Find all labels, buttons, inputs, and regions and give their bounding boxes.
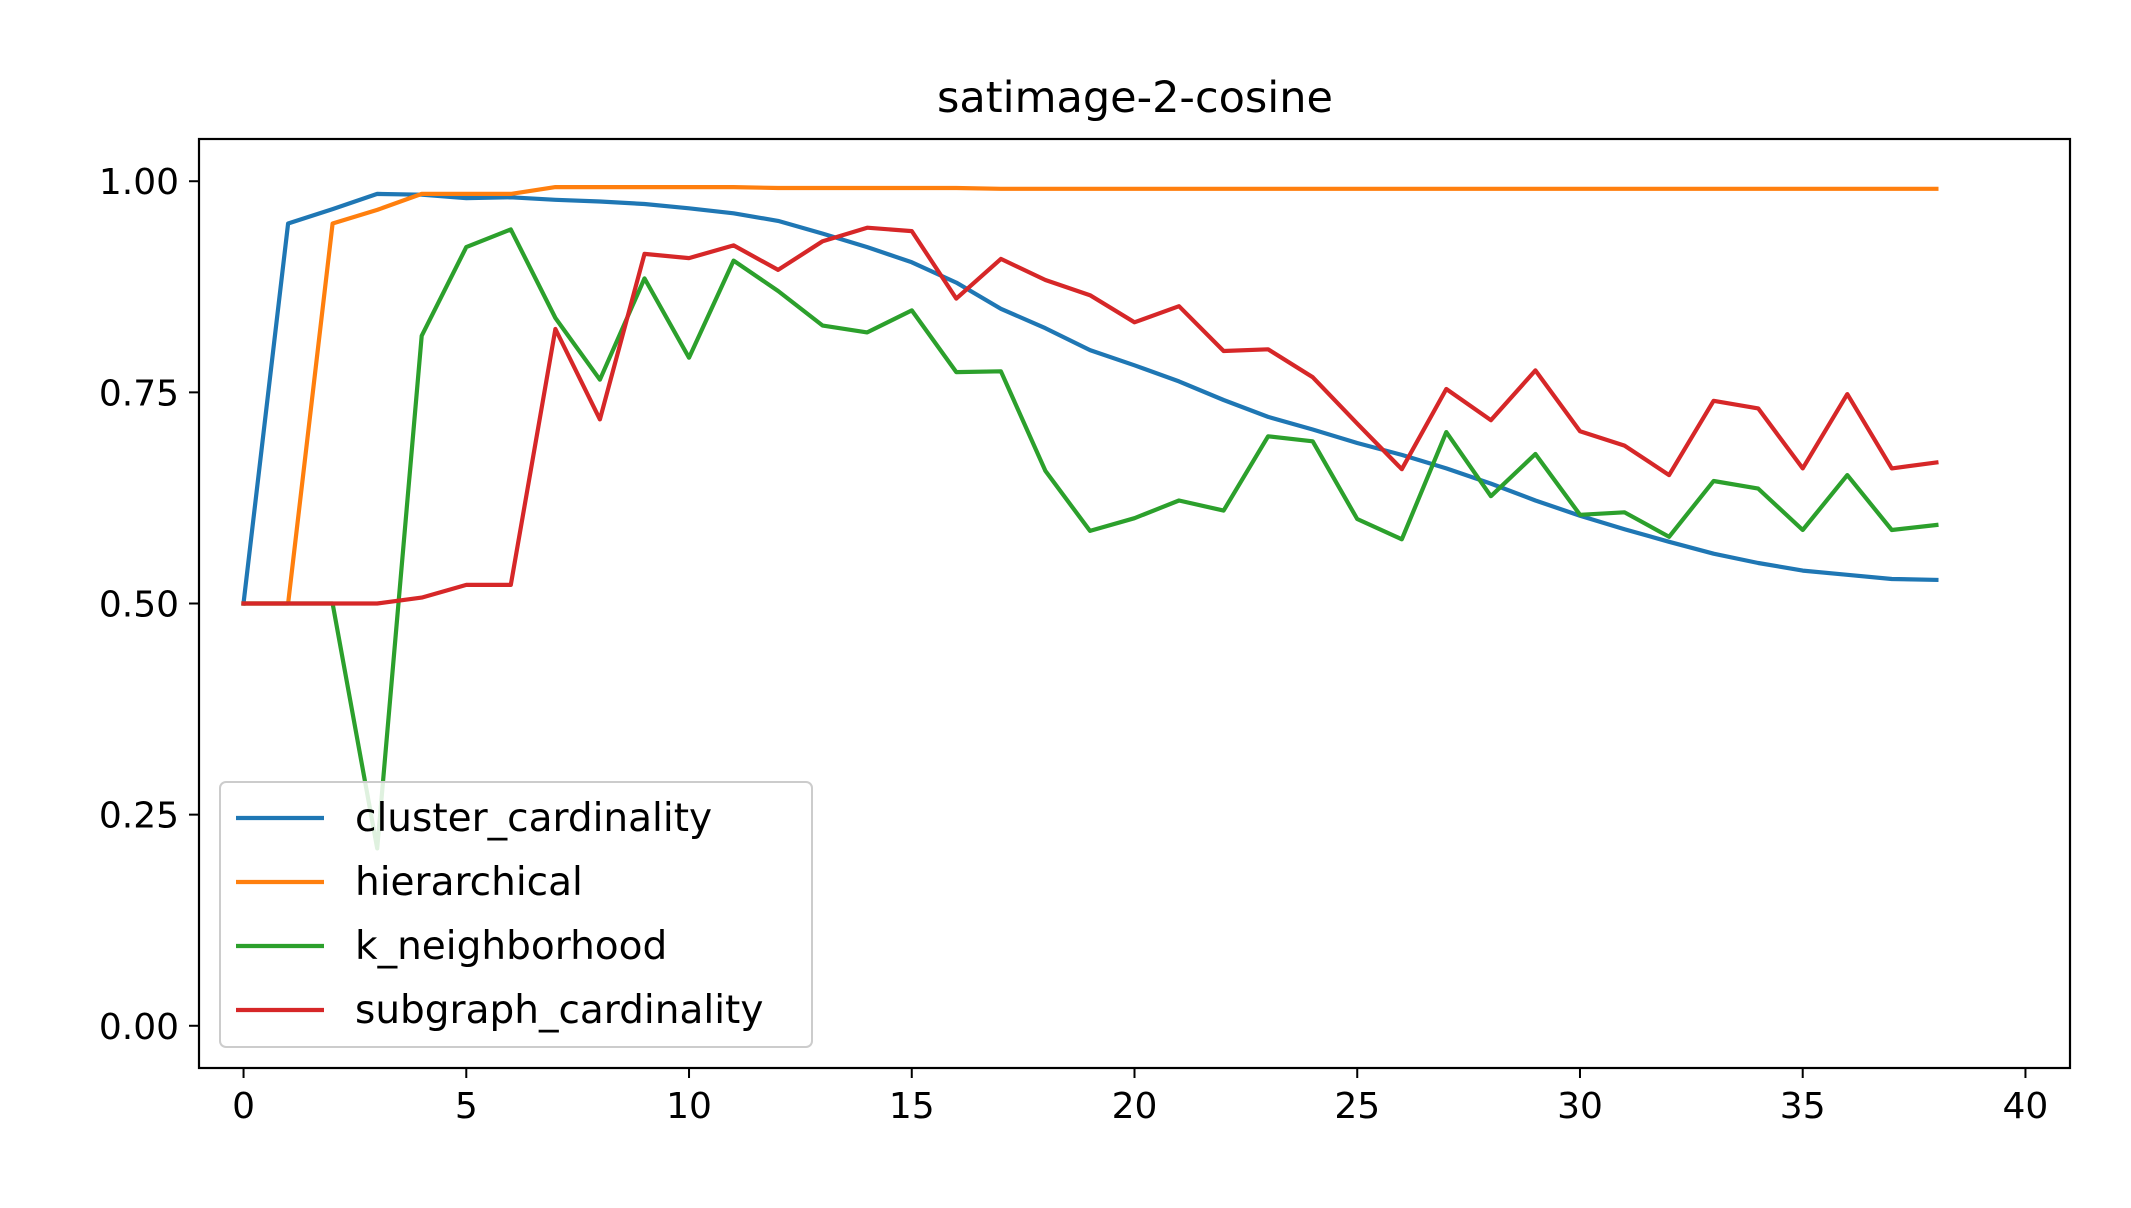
y-tick-label: 1.00: [99, 162, 179, 203]
legend-label-hierarchical: hierarchical: [355, 860, 583, 905]
x-tick-label: 35: [1780, 1086, 1826, 1127]
legend-label-cluster_cardinality: cluster_cardinality: [355, 796, 712, 841]
x-tick-label: 25: [1334, 1086, 1380, 1127]
x-tick-label: 5: [455, 1086, 478, 1127]
y-tick-label: 0.00: [99, 1007, 179, 1048]
x-tick-label: 20: [1112, 1086, 1158, 1127]
series-layer: [241, 185, 1939, 851]
x-tick-label: 15: [889, 1086, 935, 1127]
legend: cluster_cardinality hierarchical k_neighbo…: [219, 781, 813, 1048]
chart-title: satimage-2-cosine: [937, 73, 1333, 123]
series-line-cluster_cardinality: [241, 191, 1939, 606]
x-tick-label: 40: [2003, 1086, 2049, 1127]
legend-label-subgraph_cardinality: subgraph_cardinality: [355, 988, 763, 1033]
series-line-hierarchical: [241, 185, 1939, 606]
y-axis: 0.00 0.25 0.50 0.75 1.00: [99, 162, 199, 1048]
legend-label-k_neighborhood: k_neighborhood: [355, 924, 667, 969]
series-line-subgraph_cardinality: [241, 225, 1939, 606]
legend-box: [219, 781, 813, 1048]
y-tick-label: 0.75: [99, 373, 179, 414]
y-tick-label: 0.50: [99, 585, 179, 626]
y-tick-label: 0.25: [99, 796, 179, 837]
x-tick-label: 30: [1557, 1086, 1603, 1127]
x-tick-label: 10: [666, 1086, 712, 1127]
x-axis: 0 5 10 15 20 25 30 35 40: [232, 1068, 2048, 1127]
series-line-k_neighborhood: [241, 227, 1939, 851]
x-tick-label: 0: [232, 1086, 255, 1127]
